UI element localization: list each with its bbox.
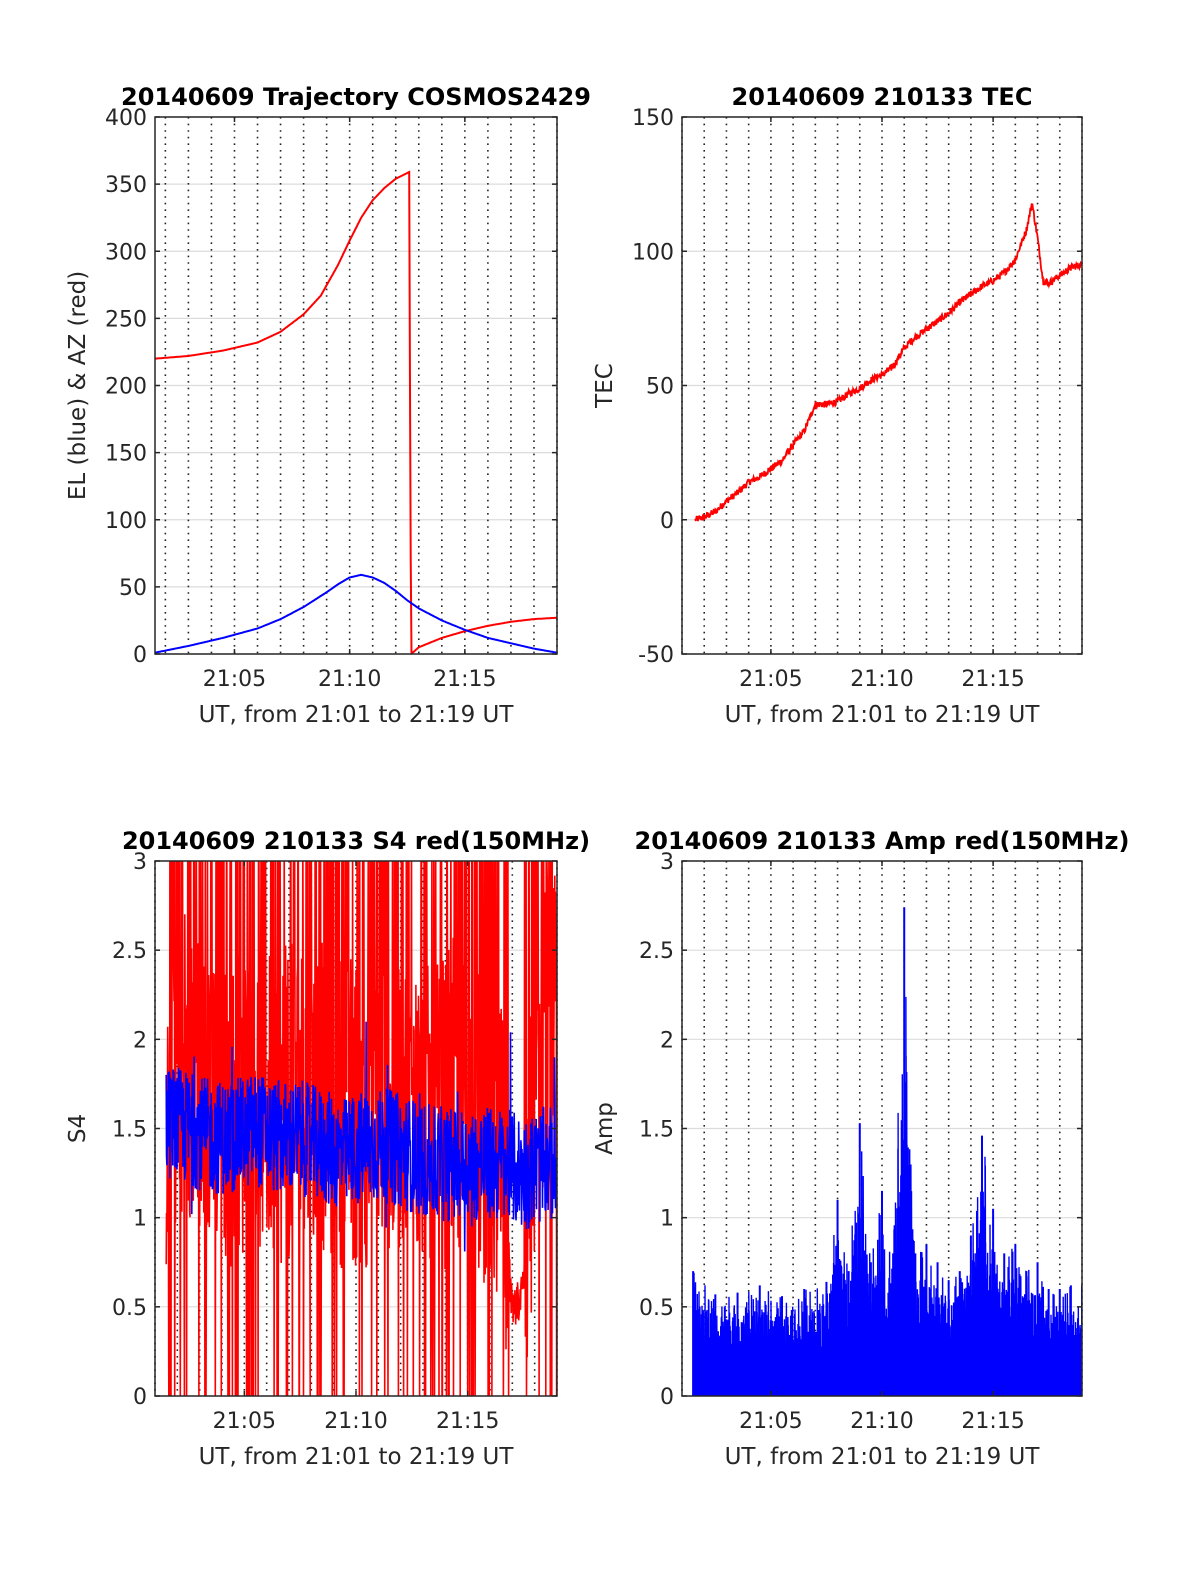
series-line-1: [692, 996, 1082, 1396]
y-tick-label: 3: [133, 850, 147, 875]
y-tick-label: 2: [133, 1028, 147, 1053]
y-axis-label: EL (blue) & AZ (red): [65, 271, 91, 500]
x-tick-label: 21:05: [213, 1409, 276, 1434]
x-tick-label: 21:10: [850, 667, 913, 692]
x-tick-label: 21:05: [203, 667, 266, 692]
series-line-1: [694, 203, 1082, 522]
y-tick-label: 0: [660, 1385, 674, 1410]
chart-title: 20140609 Trajectory COSMOS2429: [121, 83, 591, 111]
x-tick-label: 21:15: [436, 1409, 499, 1434]
x-axis-label: UT, from 21:01 to 21:19 UT: [725, 702, 1041, 728]
y-tick-label: 150: [105, 442, 147, 467]
y-tick-label: 2: [660, 1028, 674, 1053]
y-tick-label: 0: [660, 509, 674, 534]
plot-area: [165, 861, 557, 1396]
plot-area: [692, 907, 1082, 1396]
y-tick-label: 1.5: [112, 1118, 147, 1143]
y-tick-label: 1: [133, 1207, 147, 1232]
y-tick-label: 50: [646, 375, 674, 400]
y-tick-label: 0.5: [112, 1296, 147, 1321]
y-tick-label: 250: [105, 307, 147, 332]
chart-title: 20140609 210133 S4 red(150MHz): [122, 827, 590, 855]
x-tick-label: 21:10: [324, 1409, 387, 1434]
y-tick-label: 3: [660, 850, 674, 875]
y-tick-label: 300: [105, 240, 147, 265]
x-tick-label: 21:10: [318, 667, 381, 692]
y-tick-label: 400: [105, 106, 147, 131]
y-tick-label: 50: [119, 576, 147, 601]
y-tick-label: 2.5: [112, 939, 147, 964]
chart-panel-2: -50 0 50 100 150 21:05 21:10 21:15 20140609 2101…: [592, 83, 1083, 728]
y-tick-label: 200: [105, 375, 147, 400]
y-tick-label: 150: [632, 106, 674, 131]
y-axis-label: S4: [65, 1114, 91, 1143]
series-line-2: [155, 573, 557, 654]
x-axis-label: UT, from 21:01 to 21:19 UT: [199, 702, 515, 728]
y-tick-label: 0.5: [639, 1296, 674, 1321]
y-axis-label: TEC: [592, 363, 618, 409]
chart-title: 20140609 210133 Amp red(150MHz): [635, 827, 1130, 855]
series-line-1: [155, 170, 557, 654]
y-tick-label: 0: [133, 1385, 147, 1410]
plot-area: [155, 170, 557, 654]
y-tick-label: 1: [660, 1207, 674, 1232]
chart-panel-4: 0 0.5 1 1.5 2 2.5 3 21:05 21:10 21:15 20140609 210…: [592, 827, 1129, 1470]
y-tick-label: 0: [133, 643, 147, 668]
plot-area: [694, 203, 1082, 522]
y-tick-label: -50: [638, 643, 674, 668]
chart-panel-1: 0 50 100 150 200 250 300 350 400 21:05 21:10 21:15 2…: [65, 83, 591, 728]
x-axis-label: UT, from 21:01 to 21:19 UT: [725, 1444, 1041, 1470]
y-tick-label: 2.5: [639, 939, 674, 964]
y-tick-label: 100: [105, 509, 147, 534]
y-tick-label: 100: [632, 240, 674, 265]
x-tick-label: 21:15: [961, 1409, 1024, 1434]
y-axis-label: Amp: [592, 1102, 618, 1155]
series-line-2: [165, 1021, 557, 1252]
x-axis-label: UT, from 21:01 to 21:19 UT: [199, 1444, 515, 1470]
x-tick-label: 21:15: [433, 667, 496, 692]
x-tick-label: 21:05: [739, 1409, 802, 1434]
y-tick-label: 1.5: [639, 1118, 674, 1143]
y-tick-label: 350: [105, 173, 147, 198]
x-tick-label: 21:10: [850, 1409, 913, 1434]
x-tick-label: 21:15: [961, 667, 1024, 692]
chart-title: 20140609 210133 TEC: [732, 83, 1033, 111]
chart-panel-3: 0 0.5 1 1.5 2 2.5 3 21:05 21:10 21:15 20140609 210…: [65, 827, 590, 1470]
x-tick-label: 21:05: [739, 667, 802, 692]
